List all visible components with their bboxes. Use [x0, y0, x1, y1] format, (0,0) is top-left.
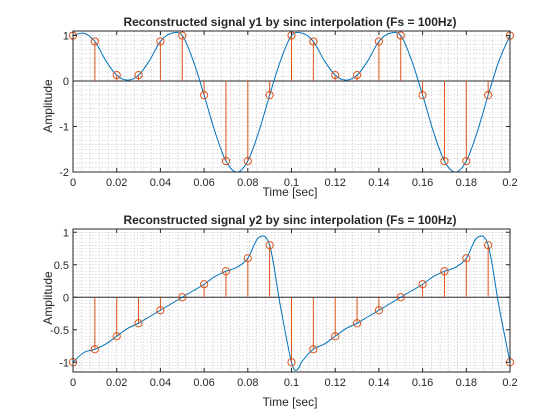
stem-marker	[90, 37, 99, 46]
axes-y1-ylabel: Amplitude	[41, 79, 55, 133]
x-tick-label: 0.12	[324, 177, 345, 189]
x-tick-label: 0.02	[106, 377, 127, 389]
stem-marker	[331, 71, 340, 80]
y-tick-label: 0	[63, 292, 69, 304]
stem-marker	[265, 91, 274, 100]
stem-marker	[418, 280, 427, 289]
axes-y1: Reconstructed signal y1 by sinc interpol…	[41, 15, 518, 199]
x-tick-label: 0.14	[368, 377, 389, 389]
stem-marker	[156, 37, 165, 46]
stem-marker	[221, 267, 231, 276]
stem-marker	[200, 91, 209, 100]
x-tick-label: 0.14	[368, 177, 389, 189]
stem-marker	[112, 71, 121, 80]
x-tick-label: 0.2	[502, 377, 517, 389]
stem-marker	[112, 332, 121, 341]
stem-marker	[374, 306, 383, 315]
stem-marker	[462, 254, 471, 263]
stem-marker	[352, 71, 362, 80]
stem-marker	[440, 267, 449, 276]
stem-marker	[134, 71, 143, 80]
stem-marker	[200, 280, 209, 289]
stem-marker	[440, 156, 449, 166]
x-tick-label: 0.1	[284, 177, 299, 189]
y-tick-label: -1	[59, 122, 69, 134]
axes-y2-xlabel: Time [sec]	[263, 395, 318, 409]
y-tick-label: -2	[59, 167, 69, 179]
stem-marker	[221, 156, 231, 166]
axes-y1-title: Reconstructed signal y1 by sinc interpol…	[123, 15, 456, 29]
stem-marker	[396, 293, 405, 302]
stem-marker	[178, 293, 187, 302]
stem-marker	[156, 306, 165, 315]
x-tick-label: 0.08	[237, 377, 258, 389]
x-tick-label: 0.18	[456, 177, 477, 189]
stem-marker	[396, 31, 405, 40]
x-tick-label: 0.16	[412, 377, 433, 389]
axes-y2-title: Reconstructed signal y2 by sinc interpol…	[123, 213, 456, 227]
stem-marker	[287, 358, 296, 367]
axes-y2-ylabel: Amplitude	[41, 271, 55, 325]
stem-marker	[309, 37, 318, 46]
stem-marker	[462, 156, 471, 166]
stem-marker	[352, 319, 362, 328]
x-tick-label: 0.12	[324, 377, 345, 389]
y-tick-label: -1	[59, 357, 69, 369]
y-tick-label: -0.5	[50, 325, 69, 337]
x-tick-label: 0.16	[412, 177, 433, 189]
stem-marker	[265, 241, 274, 250]
x-tick-label: 0.04	[150, 177, 171, 189]
y-tick-label: 1	[63, 31, 69, 43]
stem-marker	[90, 345, 99, 354]
stem-marker	[134, 319, 143, 328]
x-tick-label: 0	[70, 377, 76, 389]
stem-marker	[374, 37, 383, 46]
stem-marker	[309, 345, 318, 354]
x-tick-label: 0	[70, 177, 76, 189]
x-tick-label: 0.08	[237, 177, 258, 189]
y-tick-label: 1	[63, 227, 69, 239]
x-tick-label: 0.06	[193, 377, 214, 389]
axes-y1-xlabel: Time [sec]	[263, 185, 318, 199]
stem-marker	[243, 254, 252, 263]
x-tick-label: 0.1	[284, 377, 299, 389]
x-tick-label: 0.02	[106, 177, 127, 189]
series-line-y2	[72, 235, 511, 371]
stem-marker	[331, 332, 340, 341]
stem-marker	[484, 91, 493, 100]
axes-y2: Reconstructed signal y2 by sinc interpol…	[41, 213, 518, 409]
stem-marker	[243, 156, 252, 166]
y-tick-label: 0	[63, 76, 69, 88]
stem-marker	[484, 241, 493, 250]
x-tick-label: 0.18	[456, 377, 477, 389]
x-tick-label: 0.04	[150, 377, 171, 389]
y-tick-label: 0.5	[54, 260, 69, 272]
stem-marker	[418, 91, 427, 100]
x-tick-label: 0.06	[193, 177, 214, 189]
x-tick-label: 0.2	[502, 177, 517, 189]
stem-marker	[178, 31, 187, 40]
